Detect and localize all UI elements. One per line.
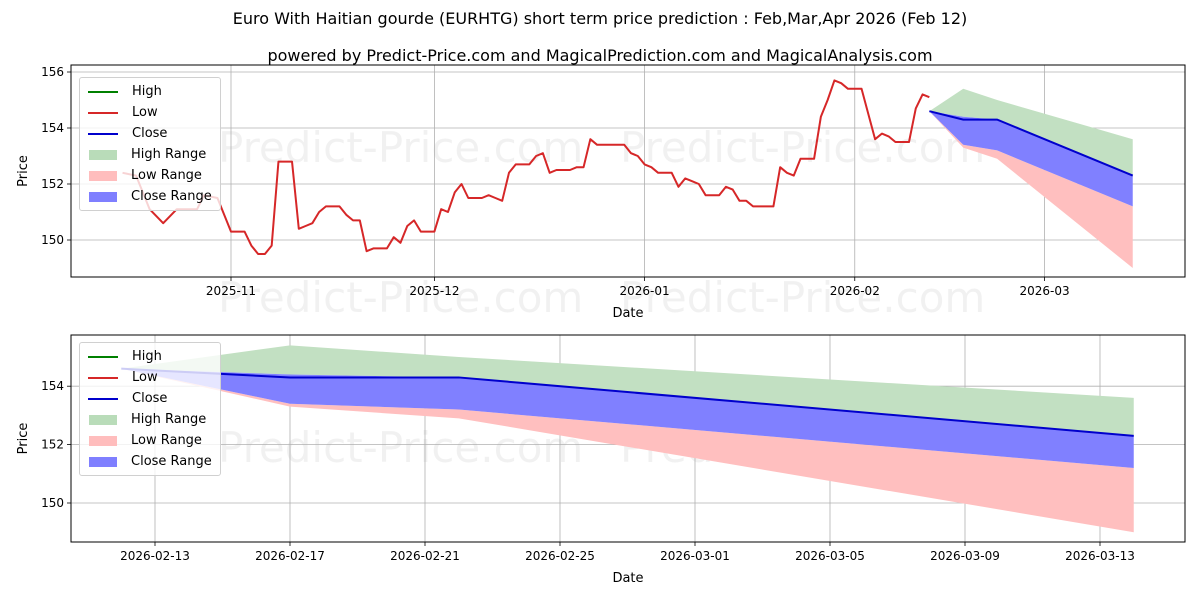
x-tick-label: 2026-02-21 — [390, 549, 460, 563]
x-tick-label: 2026-03-13 — [1065, 549, 1135, 563]
x-tick-label: 2026-01 — [620, 284, 670, 298]
x-tick-label: 2026-03 — [1020, 284, 1070, 298]
legend-top: High Low Close High Range Low Range Close Ran… — [79, 77, 221, 211]
close-forecast-line — [929, 110, 1134, 177]
legend-item-high-range: High Range — [88, 409, 212, 430]
legend-item-close: Close — [88, 388, 212, 409]
legend-item-close: Close — [88, 123, 212, 144]
legend-label: Low — [132, 370, 158, 385]
axes-frame — [70, 334, 1186, 543]
legend-label: Close Range — [131, 189, 212, 204]
x-axis-label: Date — [612, 306, 643, 321]
y-tick-label: 154 — [41, 121, 64, 135]
legend-patch-swatch — [89, 170, 117, 181]
legend-label: High — [132, 349, 162, 364]
y-tick-label: 152 — [41, 438, 64, 452]
legend-item-high: High — [88, 346, 212, 367]
legend-line-swatch — [88, 90, 118, 93]
legend-item-low: Low — [88, 102, 212, 123]
y-tick-label: 156 — [41, 65, 64, 79]
axes-frame — [70, 64, 1186, 278]
legend-item-low: Low — [88, 367, 212, 388]
y-tick-label: 154 — [41, 379, 64, 393]
x-tick-label: 2026-02-25 — [525, 549, 595, 563]
close-range-area — [929, 111, 1133, 207]
legend-item-high-range: High Range — [88, 144, 212, 165]
x-tick-label: 2026-03-05 — [795, 549, 865, 563]
y-tick-label: 150 — [41, 496, 64, 510]
legend-item-close-range: Close Range — [88, 451, 212, 472]
legend-label: High Range — [131, 147, 207, 162]
watermark-text: Predict-Price.com — [218, 273, 583, 322]
x-tick-label: 2026-03-01 — [660, 549, 730, 563]
legend-line-swatch — [88, 132, 118, 135]
plot-panel-2: Predict-Price.comPredict-Price.com2026-0… — [16, 334, 1186, 586]
y-tick-label: 152 — [41, 177, 64, 191]
legend-label: Close — [132, 126, 168, 141]
legend-patch-swatch — [89, 191, 117, 202]
x-tick-label: 2025-12 — [409, 284, 459, 298]
legend-line-swatch — [88, 376, 118, 379]
low-price-line — [122, 79, 930, 255]
y-axis-label: Price — [16, 423, 31, 455]
legend-label: Low Range — [131, 168, 202, 183]
legend-label: Low — [132, 105, 158, 120]
x-tick-label: 2026-02-13 — [120, 549, 190, 563]
legend-patch-swatch — [89, 414, 117, 425]
legend-item-low-range: Low Range — [88, 430, 212, 451]
x-tick-label: 2026-02-17 — [255, 549, 325, 563]
legend-item-low-range: Low Range — [88, 165, 212, 186]
low-range-area — [121, 368, 1134, 533]
legend-patch-swatch — [89, 435, 117, 446]
watermark-text: Predict-Price.com — [620, 273, 985, 322]
legend-patch-swatch — [89, 456, 117, 467]
legend-label: Low Range — [131, 433, 202, 448]
watermark-text: Predict-Price.com — [620, 123, 985, 172]
legend-item-close-range: Close Range — [88, 186, 212, 207]
legend-bottom: High Low Close High Range Low Range Close Ran… — [79, 342, 221, 476]
legend-item-high: High — [88, 81, 212, 102]
legend-label: High — [132, 84, 162, 99]
x-axis-label: Date — [612, 571, 643, 586]
legend-label: High Range — [131, 412, 207, 427]
chart-subtitle: powered by Predict-Price.com and Magical… — [267, 46, 933, 65]
x-tick-label: 2026-03-09 — [930, 549, 1000, 563]
low-range-area — [929, 111, 1133, 268]
close-range-area — [121, 368, 1134, 468]
legend-patch-swatch — [89, 149, 117, 160]
legend-line-swatch — [88, 397, 118, 400]
legend-label: Close — [132, 391, 168, 406]
x-tick-label: 2025-11 — [206, 284, 256, 298]
legend-line-swatch — [88, 111, 118, 114]
plot-panel-1: Predict-Price.com Predict-Price.com Predic… — [16, 64, 1186, 322]
chart-title: Euro With Haitian gourde (EURHTG) short … — [232, 9, 968, 28]
watermark-text: Predict-Price.com — [218, 423, 583, 472]
legend-line-swatch — [88, 355, 118, 358]
y-tick-label: 150 — [41, 233, 64, 247]
legend-label: Close Range — [131, 454, 212, 469]
x-tick-label: 2026-02 — [830, 284, 880, 298]
y-axis-label: Price — [16, 155, 31, 187]
